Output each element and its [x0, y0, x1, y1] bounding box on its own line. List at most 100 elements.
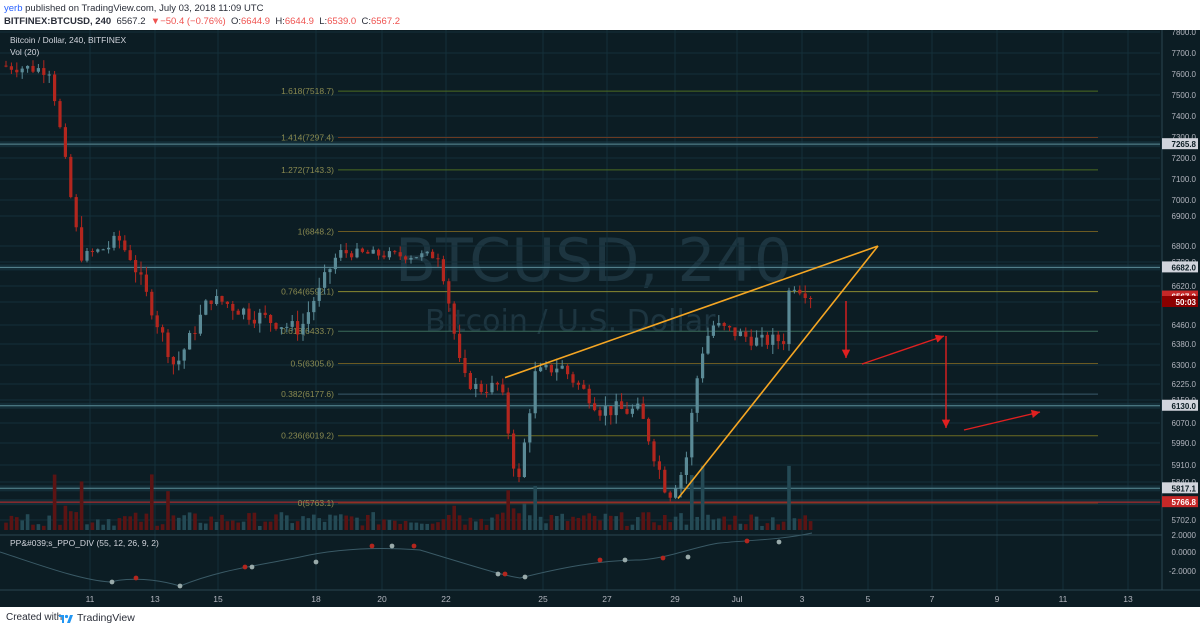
candle-body	[733, 327, 737, 337]
volume-bar	[484, 524, 489, 530]
candle-body	[177, 360, 181, 365]
candle-body	[274, 323, 278, 329]
candle-body	[598, 410, 602, 416]
candle-body	[9, 66, 13, 70]
volume-bar	[425, 523, 429, 530]
volume-bar	[47, 515, 51, 530]
volume-bar	[565, 521, 570, 530]
volume-bar	[90, 522, 95, 530]
volume-bar	[371, 512, 375, 530]
chart-area[interactable]: BTCUSD, 240 Bitcoin / U.S. Dollar 1.618(…	[0, 30, 1200, 607]
time-axis-tick: 3	[800, 594, 805, 604]
volume-bar	[646, 512, 651, 530]
candle-body	[425, 251, 429, 254]
candle-body	[776, 334, 780, 342]
time-axis-tick: 13	[150, 594, 160, 604]
candle-body	[101, 249, 105, 251]
price-axis-tick: 7000.0	[1172, 196, 1197, 205]
volume-bar	[9, 515, 14, 530]
fib-level-label: 0.618(6433.7)	[281, 326, 334, 336]
tradingview-brand[interactable]: TradingView	[58, 610, 135, 625]
time-axis-tick: 27	[602, 594, 612, 604]
candle-body	[582, 384, 586, 389]
close-label: C:	[361, 16, 371, 27]
volume-bar	[614, 516, 618, 530]
fib-level-label: 1.414(7297.4)	[281, 133, 334, 143]
candle-body	[107, 247, 111, 250]
candle-body	[706, 335, 710, 354]
volume-bar	[31, 524, 35, 530]
candle-body	[387, 251, 391, 258]
volume-bar	[430, 523, 435, 530]
candle-body	[636, 403, 640, 409]
candle-body	[15, 69, 19, 73]
ppo-divergence-dot	[495, 571, 501, 577]
ppo-divergence-dot	[776, 539, 782, 545]
fib-level-label: 0.764(6592.1)	[281, 287, 334, 297]
volume-bar	[717, 518, 721, 530]
volume-bar	[20, 520, 24, 530]
fib-level-label: 0.236(6019.2)	[281, 431, 334, 441]
symbol-label: BITFINEX:BTCUSD, 240	[4, 16, 112, 27]
volume-bar	[209, 516, 213, 530]
candle-body	[36, 68, 40, 72]
price-axis-tick: 5702.0	[1172, 516, 1197, 525]
candle-body	[463, 358, 467, 373]
time-axis-tick: 5	[866, 594, 871, 604]
volume-bar	[603, 513, 608, 530]
candle-body	[398, 252, 402, 257]
candle-body	[150, 291, 154, 316]
time-axis-tick: 11	[1059, 594, 1068, 604]
open-label: O:	[230, 16, 241, 27]
candle-body	[69, 156, 73, 198]
volume-bar	[501, 512, 505, 530]
candle-body	[117, 235, 121, 241]
volume-bar	[463, 524, 467, 530]
indicator-axis-tick: -2.0000	[1169, 567, 1197, 576]
volume-bar	[360, 525, 365, 530]
indicator-axis-tick: 2.0000	[1172, 531, 1197, 540]
candle-body	[404, 256, 408, 260]
time-axis-tick: 9	[995, 594, 1000, 604]
low-value: 6539.0	[327, 16, 357, 27]
volume-bar	[69, 511, 73, 530]
price-badge	[1162, 138, 1198, 150]
publish-header: yerb published on TradingView.com, July …	[0, 0, 1200, 30]
volume-bar	[63, 505, 68, 530]
volume-bar	[668, 522, 672, 530]
candle-body	[306, 312, 310, 324]
author-link[interactable]: yerb	[4, 3, 23, 14]
volume-bar	[171, 515, 176, 530]
volume-bar	[587, 513, 591, 530]
volume-bar	[733, 515, 737, 530]
volume-bar	[695, 516, 699, 530]
price-axis-tick: 7400.0	[1172, 112, 1197, 121]
candle-body	[722, 323, 726, 326]
indicator-legend: PP&#039;s_PPO_DIV (55, 12, 26, 9, 2)	[10, 538, 159, 548]
volume-bar	[160, 524, 165, 530]
price-axis-tick: 5910.0	[1172, 461, 1197, 470]
candle-body	[744, 331, 748, 337]
ppo-divergence-dot	[369, 543, 375, 549]
price-chart[interactable]: 1.618(7518.7) 1.414(7297.4) 1.272(7143.3) 1…	[0, 30, 1200, 607]
candle-body	[355, 248, 359, 258]
candle-body	[252, 319, 256, 324]
volume-bar	[187, 512, 192, 530]
time-axis-tick: Jul	[732, 594, 743, 604]
price-badge	[1162, 482, 1198, 494]
volume-bar	[771, 517, 775, 530]
fib-level-label: 1.618(7518.7)	[281, 86, 334, 96]
price-axis-tick: 6620.0	[1172, 282, 1197, 291]
candle-body	[377, 249, 381, 256]
volume-bar	[522, 503, 527, 530]
time-axis-tick: 18	[311, 594, 321, 604]
volume-bar	[420, 523, 424, 530]
candle-body	[711, 325, 715, 336]
candle-body	[560, 365, 564, 369]
candle-body	[479, 383, 483, 392]
ppo-divergence-dot	[685, 554, 691, 560]
volume-bar	[679, 513, 683, 530]
volume-bar	[727, 524, 732, 530]
candle-body	[501, 384, 505, 393]
price-axis-tick: 7100.0	[1172, 175, 1197, 184]
